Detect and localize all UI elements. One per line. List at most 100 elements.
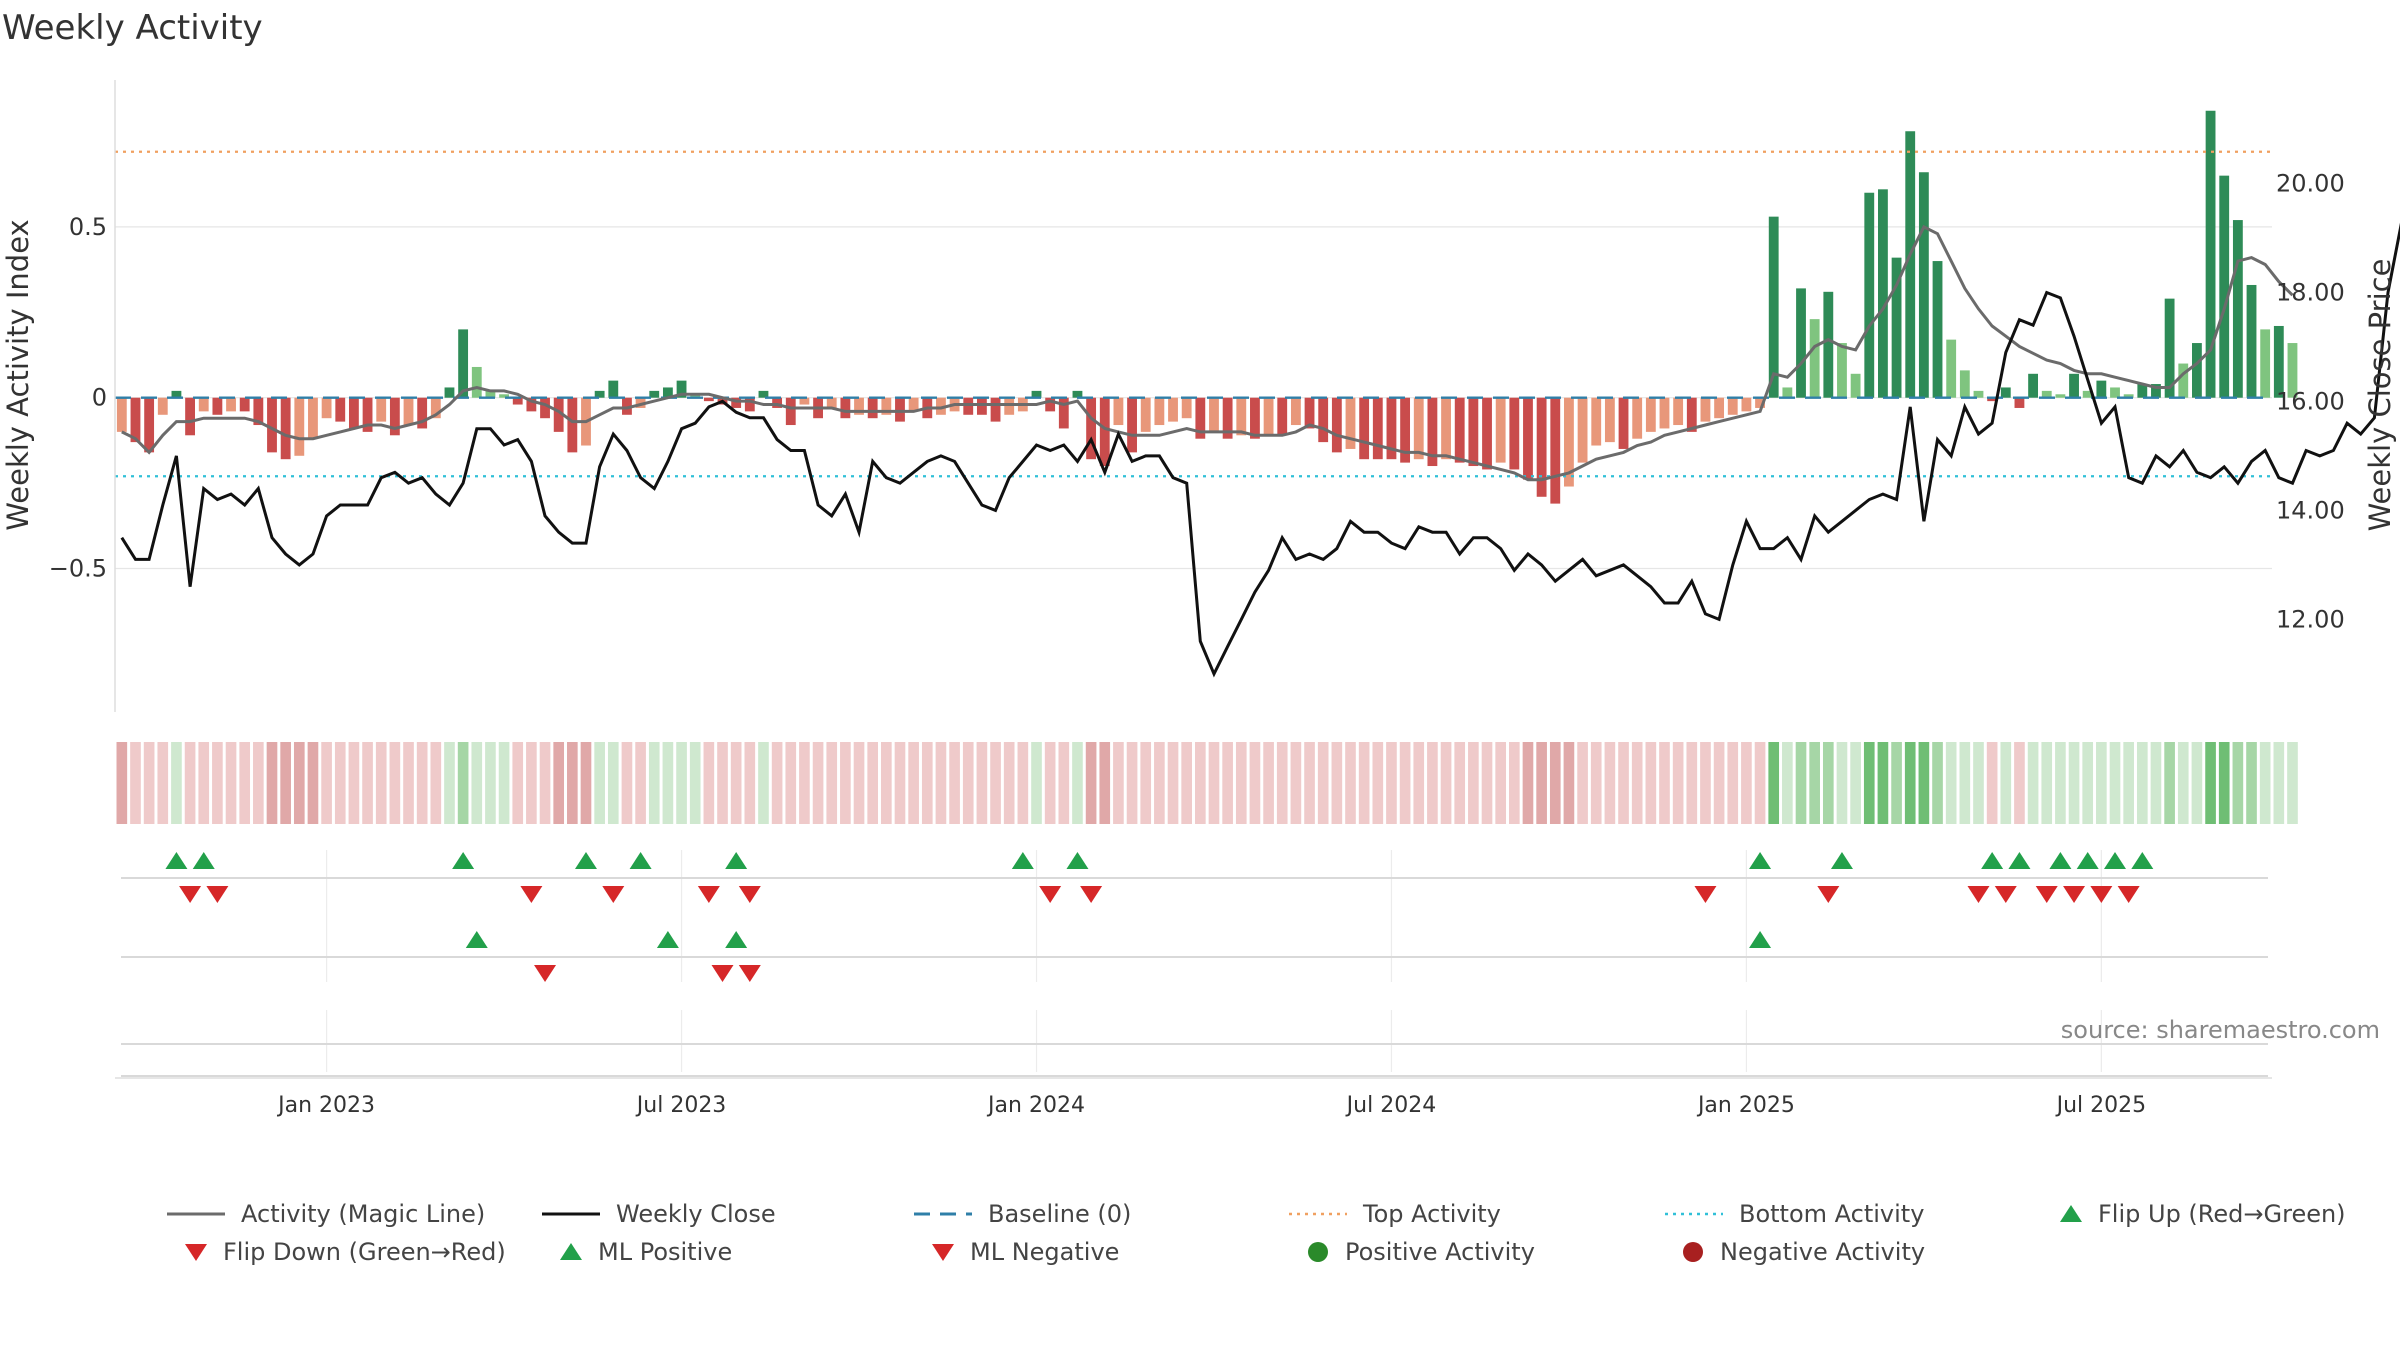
activity-bar — [1823, 291, 1834, 398]
activity-bar — [1113, 397, 1124, 426]
strip-cell — [1932, 742, 1943, 824]
activity-bar — [1441, 397, 1451, 460]
activity-bar — [1878, 189, 1888, 398]
activity-bar — [2151, 384, 2161, 398]
strip-cell — [1304, 742, 1315, 824]
activity-bar — [1072, 390, 1083, 398]
strip-cell — [1167, 742, 1179, 824]
activity-bar — [1058, 397, 1069, 429]
strip-cell — [648, 742, 660, 824]
activity-bar — [1673, 397, 1684, 426]
strip-cell — [362, 742, 373, 824]
strip-cell — [280, 742, 291, 824]
strip-cell — [471, 742, 483, 824]
activity-bar — [2178, 363, 2189, 398]
legend-label: Negative Activity — [1720, 1238, 1926, 1266]
strip-cell — [416, 742, 428, 824]
strip-cell — [1276, 742, 1288, 824]
activity-bar — [2273, 325, 2284, 398]
strip-cell — [2205, 742, 2216, 824]
strip-cell — [1140, 742, 1152, 824]
activity-bar — [2096, 380, 2107, 398]
strip-cell — [1386, 742, 1397, 824]
strip-cell — [253, 742, 264, 824]
activity-bar — [826, 397, 837, 408]
activity-bar — [936, 397, 946, 415]
strip-cell — [1331, 742, 1343, 824]
strip-cell — [730, 742, 742, 824]
magic-line — [121, 224, 2294, 482]
strip-cell — [212, 742, 223, 824]
activity-bar — [444, 387, 455, 398]
strip-cell — [403, 742, 414, 824]
strip-cell — [703, 742, 715, 824]
flip-up-marker — [165, 852, 188, 869]
activity-bar — [1550, 397, 1561, 504]
activity-bar — [1004, 397, 1015, 415]
strip-cell — [457, 742, 469, 824]
strip-cell — [1822, 742, 1834, 824]
y-tick-label: −0.5 — [49, 555, 107, 583]
strip-cell — [1522, 742, 1534, 824]
activity-bar — [622, 397, 632, 415]
ml-positive-marker — [1749, 931, 1772, 948]
flip-up-marker — [452, 852, 475, 869]
activity-bar — [1031, 390, 1042, 398]
strip-cell — [1126, 742, 1138, 824]
strip-cell — [1863, 742, 1875, 824]
activity-bar — [1372, 397, 1383, 460]
strip-cell — [1044, 742, 1056, 824]
y2-tick-label: 12.00 — [2276, 605, 2345, 633]
strip-cell — [389, 742, 401, 824]
strip-cell — [1959, 742, 1971, 824]
strip-cell — [143, 742, 155, 824]
activity-bar — [2137, 384, 2148, 398]
strip-cell — [799, 742, 810, 824]
flip-up-marker — [725, 852, 748, 869]
legend-label: Baseline (0) — [988, 1200, 1132, 1228]
activity-bar — [1263, 397, 1274, 436]
activity-bar — [335, 397, 346, 422]
strip-cell — [607, 742, 619, 824]
activity-bar — [2082, 390, 2093, 398]
activity-bar — [608, 380, 619, 398]
strip-cell — [2177, 742, 2189, 824]
strip-cell — [1645, 742, 1657, 824]
flip-up-marker — [2049, 852, 2072, 869]
strip-cell — [1577, 742, 1588, 824]
strip-cell — [1413, 742, 1425, 824]
strip-cell — [949, 742, 960, 824]
activity-bar — [185, 397, 196, 436]
activity-bar — [1195, 397, 1206, 439]
activity-bar — [1482, 397, 1492, 470]
strip-cell — [1809, 742, 1820, 824]
triangle-up-icon — [560, 1243, 582, 1260]
activity-bar — [1290, 397, 1301, 426]
strip-cell — [1631, 742, 1643, 824]
strip-cell — [976, 742, 988, 824]
activity-bar — [1727, 397, 1738, 415]
legend-label: ML Negative — [970, 1238, 1120, 1266]
activity-bar — [540, 397, 550, 419]
activity-bar — [553, 397, 564, 432]
ml-negative-marker — [711, 965, 734, 982]
strip-cell — [771, 742, 783, 824]
activity-bar — [799, 397, 810, 405]
y-tick-label: 0.5 — [69, 213, 107, 241]
strip-cell — [184, 742, 196, 824]
flip-down-marker — [2090, 886, 2113, 903]
strip-cell — [2218, 742, 2230, 824]
strip-cell — [1154, 742, 1165, 824]
activity-bar — [430, 397, 441, 419]
strip-cell — [539, 742, 551, 824]
activity-bar — [1768, 216, 1779, 398]
flip-down-marker — [602, 886, 625, 903]
activity-bar — [226, 397, 236, 412]
flip-up-marker — [574, 852, 597, 869]
strip-cell — [130, 742, 141, 824]
strip-cell — [689, 742, 701, 824]
flip-up-marker — [1011, 852, 1034, 869]
strip-cell — [1031, 742, 1042, 824]
flip-down-marker — [738, 886, 761, 903]
strip-cell — [1495, 742, 1506, 824]
